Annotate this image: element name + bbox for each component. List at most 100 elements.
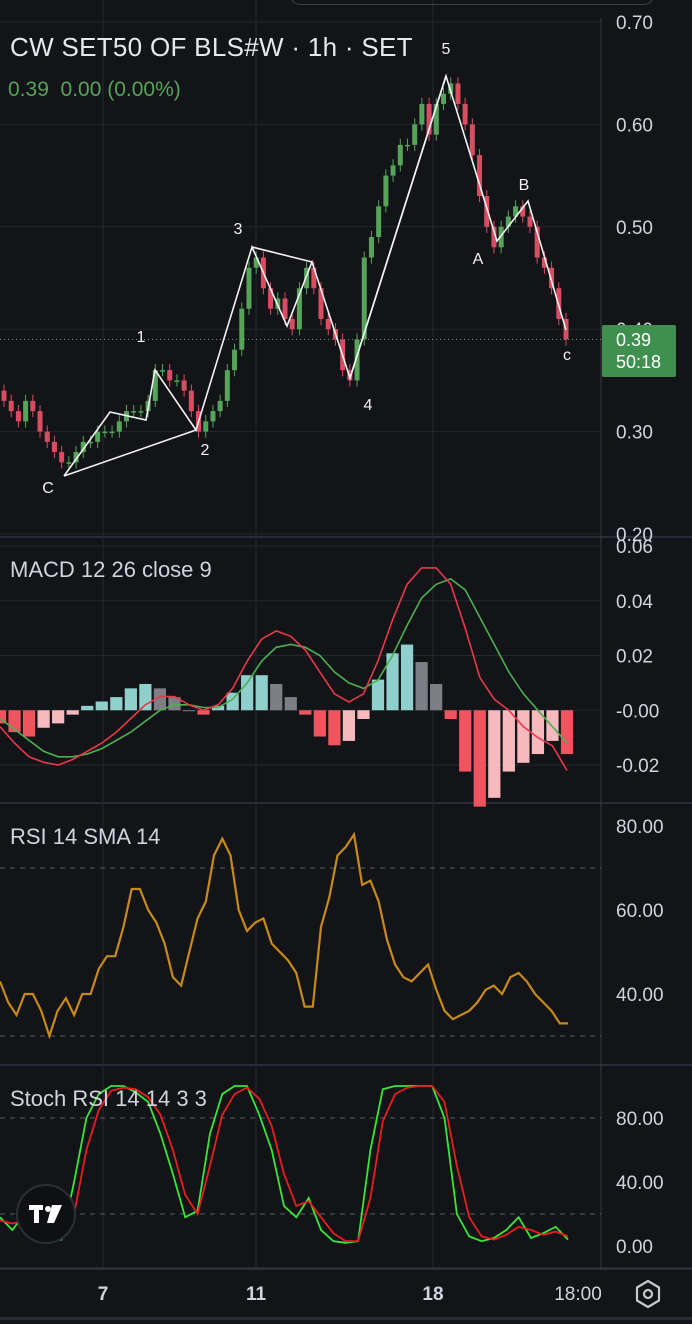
candle-body: [15, 411, 21, 422]
candle-body: [210, 411, 216, 422]
stoch-rsi-label[interactable]: Stoch RSI 14 14 3 3: [10, 1086, 207, 1111]
last-price: 0.39: [616, 330, 652, 350]
candle-body: [246, 267, 252, 309]
candle-body: [188, 390, 194, 412]
candle-body: [30, 400, 36, 412]
candle-body: [318, 288, 324, 319]
candle-body: [455, 83, 461, 104]
wave-label-c: c: [563, 347, 571, 364]
rsi-axis-tick: 60.00: [616, 901, 664, 922]
macd-histogram-bar: [37, 710, 50, 728]
candle-body: [491, 226, 497, 248]
price-axis-tick: 0.60: [616, 115, 653, 136]
candle-body: [181, 380, 187, 391]
macd-histogram-bar: [473, 710, 486, 807]
candle-body: [462, 103, 468, 125]
price-axis-tick: 0.20: [616, 525, 653, 546]
candle-body: [390, 165, 396, 176]
candle-body: [80, 441, 86, 453]
stoch-axis-tick: 80.00: [616, 1109, 664, 1130]
candle-body: [354, 339, 360, 381]
candle-body: [102, 431, 108, 434]
candle-body: [37, 411, 43, 432]
tradingview-logo-icon[interactable]: [16, 1184, 76, 1244]
price-quote: 0.39 0.00 (0.00%): [8, 78, 181, 101]
elliott-wave-line: [349, 75, 447, 379]
candle-body: [253, 257, 259, 268]
candle-body: [152, 370, 158, 401]
candle-body: [296, 288, 302, 330]
macd-histogram-bar: [400, 644, 414, 711]
pane-background-1: [0, 538, 692, 802]
candle-body: [505, 216, 511, 227]
macd-label[interactable]: MACD 12 26 close 9: [10, 557, 212, 582]
macd-line: [0, 567, 568, 771]
macd-histogram-bar: [66, 710, 79, 715]
candle-body: [304, 267, 310, 289]
candle-body: [66, 462, 72, 464]
wave-label-3: 3: [234, 221, 243, 238]
macd-signal-line: [0, 577, 568, 758]
macd-histogram-bar: [313, 710, 326, 737]
candle-body: [477, 155, 483, 197]
candle-body: [549, 267, 555, 289]
macd-histogram-bar: [168, 697, 181, 711]
time-axis-tick: 7: [98, 1284, 109, 1305]
macd-histogram-bar: [328, 710, 341, 746]
macd-histogram-bar: [139, 683, 152, 711]
candle-body: [383, 175, 389, 207]
macd-histogram-bar: [197, 710, 210, 715]
wave-label-B: B: [519, 177, 530, 194]
candle-body: [217, 400, 223, 412]
macd-histogram-bar: [52, 710, 65, 724]
wave-label-1: 1: [137, 329, 146, 346]
time-axis-tick: 18:00: [554, 1284, 602, 1305]
candle-body: [419, 103, 425, 125]
candle-body: [412, 124, 418, 145]
wave-label-2: 2: [201, 442, 210, 459]
macd-histogram-bar: [459, 710, 472, 772]
macd-histogram-bar: [124, 688, 137, 711]
candle-body: [426, 103, 432, 135]
candle-body: [87, 441, 93, 444]
bottom-divider: [0, 1317, 692, 1320]
candle-body: [174, 380, 180, 382]
macd-histogram-bar: [444, 710, 457, 720]
candle-body: [203, 421, 209, 432]
macd-histogram-bar: [531, 710, 545, 755]
candle-body: [397, 144, 403, 166]
candle-body: [224, 370, 230, 401]
macd-axis-tick: 0.06: [616, 537, 653, 558]
symbol-title[interactable]: CW SET50 OF BLS#W · 1h · SET: [10, 32, 413, 62]
stoch-axis-tick: 40.00: [616, 1173, 664, 1194]
candle-body: [23, 400, 29, 422]
wave-label-4: 4: [364, 397, 373, 414]
macd-histogram-bar: [0, 710, 7, 724]
macd-histogram-bar: [560, 710, 574, 755]
macd-histogram-bar: [342, 710, 356, 741]
price-axis-tick: 0.50: [616, 218, 653, 239]
macd-axis-tick: 0.02: [616, 647, 653, 668]
macd-histogram-bar: [415, 662, 428, 711]
macd-histogram-bar: [502, 710, 515, 772]
stoch-axis-tick: 0.00: [616, 1237, 653, 1258]
candle-body: [534, 226, 540, 258]
rsi-label[interactable]: RSI 14 SMA 14: [10, 824, 161, 849]
candle-body: [138, 411, 144, 413]
rsi-axis-tick: 40.00: [616, 985, 664, 1006]
time-axis-tick: 18: [422, 1284, 443, 1305]
candle-body: [498, 226, 504, 248]
candle-body: [95, 431, 101, 442]
candle-body: [376, 206, 382, 238]
stoch-k-line: [0, 1085, 569, 1244]
wave-label-C: C: [42, 480, 54, 497]
macd-histogram-bar: [226, 692, 239, 711]
gear-icon[interactable]: [632, 1278, 664, 1310]
macd-histogram-bar: [270, 683, 283, 711]
macd-histogram-bar: [386, 653, 399, 711]
candle-body: [116, 421, 122, 432]
bar-countdown: 50:18: [616, 352, 662, 372]
pane-background-0: [0, 0, 692, 536]
